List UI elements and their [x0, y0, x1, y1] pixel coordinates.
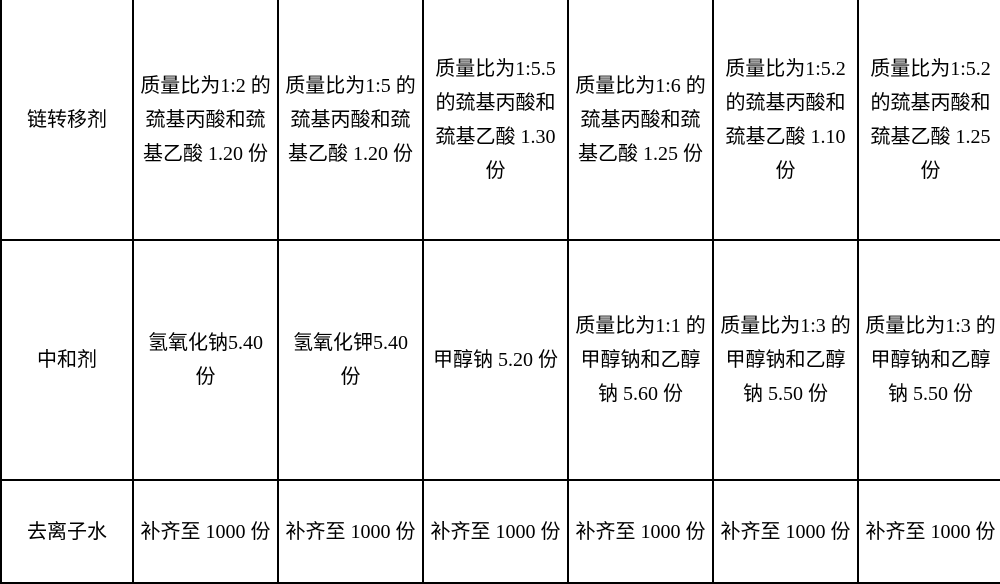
table-cell: 氢氧化钠5.40 份	[133, 240, 278, 480]
row-header: 中和剂	[1, 240, 133, 480]
table-container: 链转移剂 质量比为1:2 的巯基丙酸和巯基乙酸 1.20 份 质量比为1:5 的…	[0, 0, 1000, 583]
table-cell: 补齐至 1000 份	[568, 480, 713, 583]
table-cell: 质量比为1:6 的巯基丙酸和巯基乙酸 1.25 份	[568, 0, 713, 240]
table-cell: 质量比为1:5 的巯基丙酸和巯基乙酸 1.20 份	[278, 0, 423, 240]
row-header: 去离子水	[1, 480, 133, 583]
table-cell: 质量比为1:2 的巯基丙酸和巯基乙酸 1.20 份	[133, 0, 278, 240]
table-cell: 甲醇钠 5.20 份	[423, 240, 568, 480]
table-cell: 氢氧化钾5.40 份	[278, 240, 423, 480]
table-cell: 补齐至 1000 份	[278, 480, 423, 583]
table-cell: 质量比为1:5.2 的巯基丙酸和巯基乙酸 1.25 份	[858, 0, 1000, 240]
table-row: 链转移剂 质量比为1:2 的巯基丙酸和巯基乙酸 1.20 份 质量比为1:5 的…	[1, 0, 1000, 240]
table-cell: 补齐至 1000 份	[133, 480, 278, 583]
row-header: 链转移剂	[1, 0, 133, 240]
table-row: 中和剂 氢氧化钠5.40 份 氢氧化钾5.40 份 甲醇钠 5.20 份 质量比…	[1, 240, 1000, 480]
data-table: 链转移剂 质量比为1:2 的巯基丙酸和巯基乙酸 1.20 份 质量比为1:5 的…	[0, 0, 1000, 584]
table-cell: 质量比为1:1 的甲醇钠和乙醇钠 5.60 份	[568, 240, 713, 480]
table-row: 去离子水 补齐至 1000 份 补齐至 1000 份 补齐至 1000 份 补齐…	[1, 480, 1000, 583]
table-cell: 质量比为1:5.2 的巯基丙酸和巯基乙酸 1.10 份	[713, 0, 858, 240]
table-cell: 质量比为1:5.5 的巯基丙酸和巯基乙酸 1.30 份	[423, 0, 568, 240]
table-cell: 质量比为1:3 的甲醇钠和乙醇钠 5.50 份	[858, 240, 1000, 480]
table-cell: 补齐至 1000 份	[858, 480, 1000, 583]
table-cell: 质量比为1:3 的甲醇钠和乙醇钠 5.50 份	[713, 240, 858, 480]
table-cell: 补齐至 1000 份	[713, 480, 858, 583]
table-cell: 补齐至 1000 份	[423, 480, 568, 583]
